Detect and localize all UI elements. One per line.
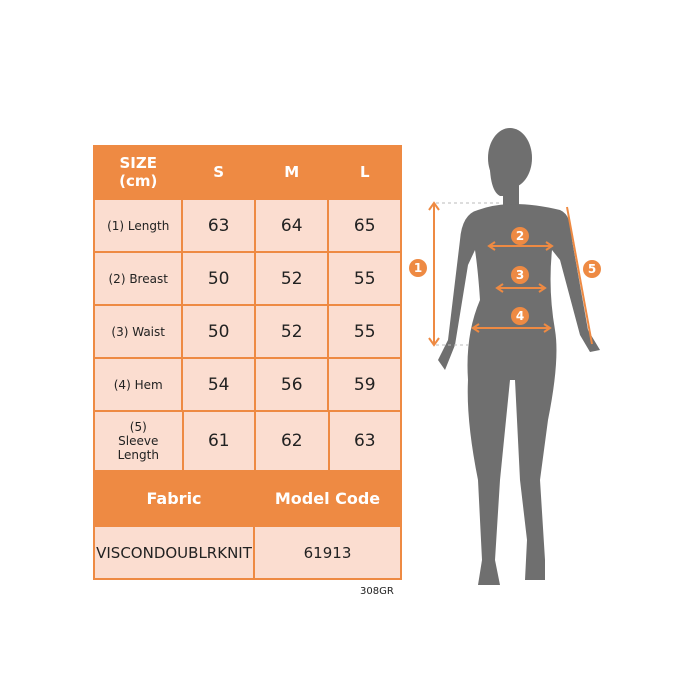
table-row: (5) Sleeve Length 61 62 63 [93, 412, 402, 470]
fabric-line: VISCON [96, 543, 154, 562]
cell: 52 [255, 306, 328, 357]
table-row: (2) Breast 50 52 55 [93, 253, 402, 304]
marker-1: 1 [414, 261, 422, 275]
fabric-line: DOUBLRKNIT [153, 543, 252, 562]
model-code-value: 61913 [255, 527, 400, 578]
cell: 55 [329, 253, 400, 304]
fabric-header: Fabric [146, 489, 202, 508]
size-header: SIZE (cm) [95, 154, 181, 190]
marker-circles [409, 227, 601, 325]
cell: 65 [329, 200, 400, 251]
cell: 56 [255, 359, 328, 410]
silhouette [438, 128, 600, 585]
fabric-value: VISCON DOUBLRKNIT [95, 527, 253, 578]
info-value-row: VISCON DOUBLRKNIT 61913 [93, 527, 402, 580]
table-row: (1) Length 63 64 65 [93, 200, 402, 251]
size-m-header: M [284, 162, 300, 181]
marker-5: 5 [588, 262, 596, 276]
cell: 63 [329, 412, 400, 470]
row-label: (4) Hem [95, 359, 182, 410]
cell: 62 [256, 412, 328, 470]
cell: 50 [183, 253, 254, 304]
cell: 50 [183, 306, 254, 357]
header-row: SIZE (cm) S M L [93, 145, 402, 198]
row-label: (1) Length [95, 200, 182, 251]
table-row: (4) Hem 54 56 59 [93, 359, 402, 410]
size-l-header: L [359, 162, 370, 181]
cell: 52 [255, 253, 328, 304]
cell: 59 [329, 359, 400, 410]
cell: 61 [183, 412, 255, 470]
row-label: (5) Sleeve Length [95, 412, 182, 470]
cell: 63 [183, 200, 254, 251]
marker-4: 4 [516, 309, 524, 323]
table-row: (3) Waist 50 52 55 [93, 306, 402, 357]
measurement-lines [428, 201, 593, 347]
cell: 64 [255, 200, 328, 251]
row-label: (3) Waist [95, 306, 182, 357]
info-header-row: Fabric Model Code [93, 472, 402, 525]
cell: 55 [329, 306, 400, 357]
body-measurement-figure: 1 2 3 4 5 [409, 128, 601, 585]
product-code: 308GR [360, 586, 394, 597]
size-chart-table: SIZE (cm) S M L (1) Length 63 64 65 (2) B… [93, 145, 402, 580]
cell: 54 [183, 359, 254, 410]
marker-3: 3 [516, 268, 524, 282]
model-code-header: Model Code [274, 489, 381, 508]
marker-2: 2 [516, 229, 524, 243]
size-label: SIZE [119, 153, 157, 172]
size-s-header: S [213, 162, 225, 181]
row-label: (2) Breast [95, 253, 182, 304]
unit-label: (cm) [119, 171, 158, 190]
